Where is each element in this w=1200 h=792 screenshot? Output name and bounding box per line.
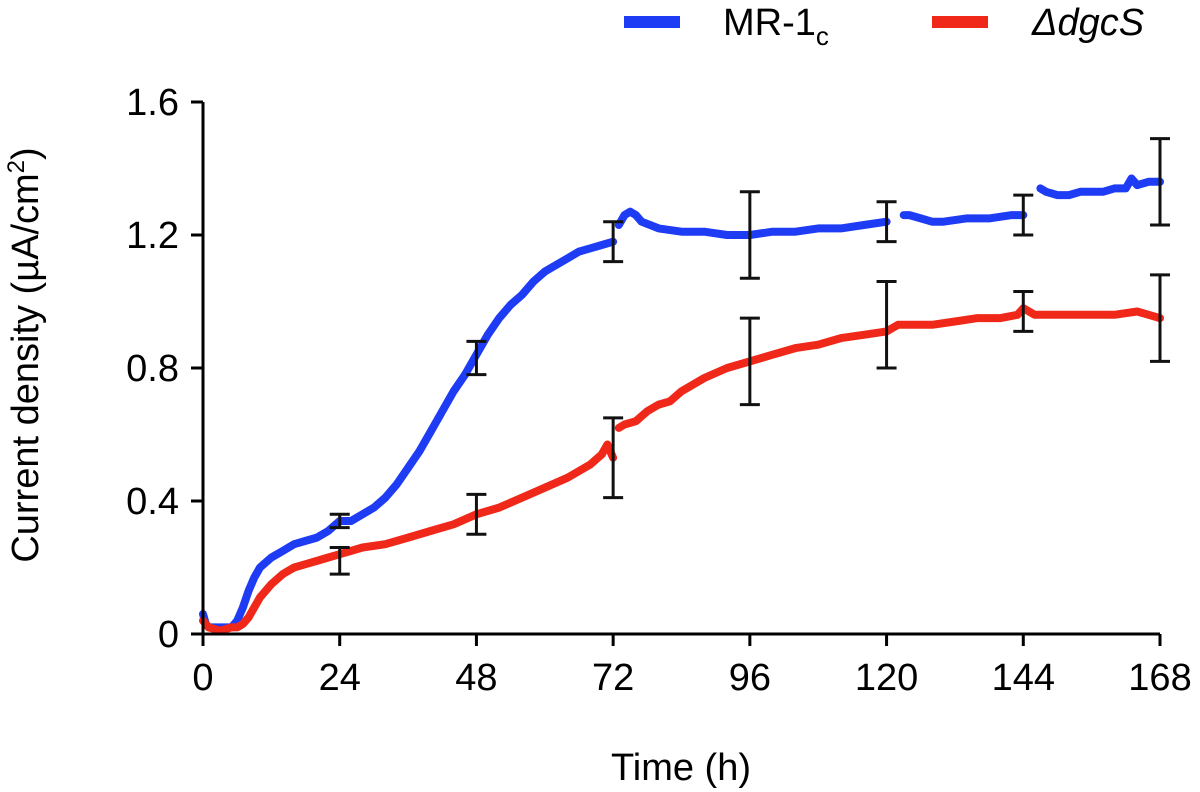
series-line-0 [899,211,1028,226]
x-tick-label: 72 [592,657,634,699]
series-line-1 [614,304,1164,432]
legend: MR-1c ΔdgcS [624,2,1144,51]
legend-label-dgcs: ΔdgcS [1031,2,1144,44]
series-line-0 [1036,174,1164,200]
legend-label-mr1c-subscript: c [816,21,829,51]
y-axis-title-end: ) [5,147,47,160]
x-tick-label: 48 [455,657,497,699]
series-line-0 [199,237,618,632]
series-line-0 [614,207,891,239]
x-axis-title: Time (h) [611,747,751,789]
legend-label-mr1c-base: MR-1 [723,2,816,44]
x-tick-label: 120 [855,657,918,699]
y-tick-label: 0.4 [126,481,179,523]
y-axis-title: Current density (µA/cm2) [3,147,47,562]
y-tick-label: 0 [158,614,179,656]
y-tick-label: 1.2 [126,215,179,257]
ticks-layer: 0 0.4 0.8 1.2 1.6 0 24 48 72 96 120 144 168 [126,82,1192,699]
series-layer [199,174,1164,635]
x-tick-label: 168 [1128,657,1191,699]
y-tick-label: 0.8 [126,348,179,390]
x-tick-label: 24 [319,657,361,699]
x-tick-label: 144 [992,657,1055,699]
x-tick-label: 0 [192,657,213,699]
x-tick-label: 96 [729,657,771,699]
error-bar-layer [329,137,1170,576]
y-axis-title-superscript: 2 [3,160,30,173]
y-tick-label: 1.6 [126,82,179,124]
legend-label-mr1c: MR-1c [723,2,829,51]
y-axis-title-base: Current density (µA/cm [5,173,47,562]
